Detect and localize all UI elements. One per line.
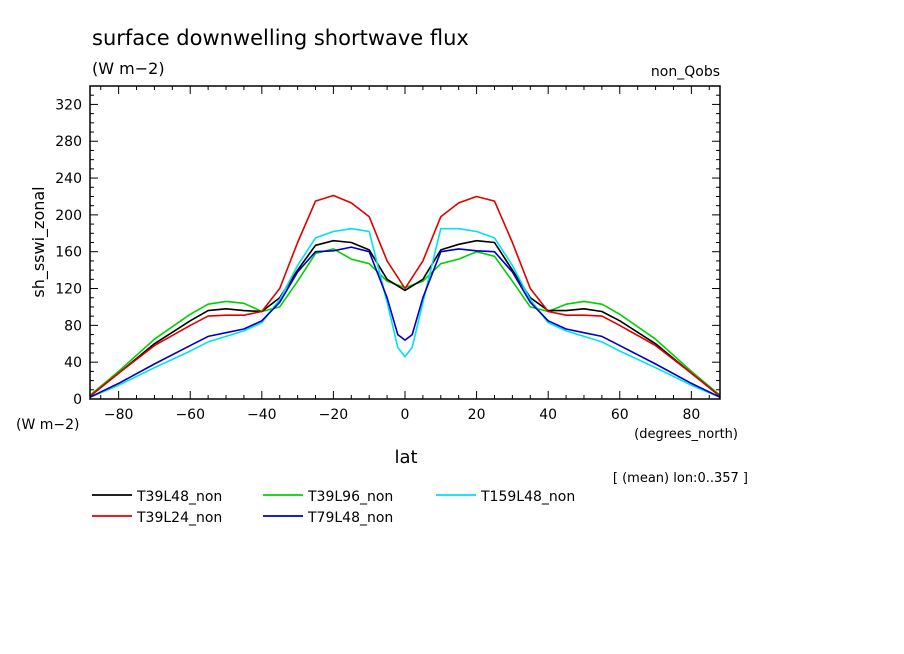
y-tick-label: 80 [64,318,82,334]
legend-label: T39L96_non [307,489,393,505]
top-right-label: non_Qobs [651,64,720,80]
y-tick-label: 240 [55,171,82,187]
x-tick-label: 60 [611,407,629,423]
legend-label: T159L48_non [480,489,575,505]
legend: T39L48_non T39L24_non T39L96_non T79L48_non… [92,489,575,526]
y-axis-label: sh_sswi_zonal [29,186,49,297]
x-units-label: (degrees_north) [634,427,738,442]
x-tick-label: 0 [401,407,410,423]
series-line-T159L48_non [89,227,721,398]
legend-label: T79L48_non [307,510,393,526]
x-tick-label: −60 [175,407,205,423]
y-tick-label: 40 [64,355,82,371]
x-tick-label: −20 [319,407,349,423]
chart-title: surface downwelling shortwave flux [92,26,469,50]
y-tick-label: 320 [55,97,82,113]
x-tick-label: −40 [247,407,277,423]
mean-note: [ (mean) lon:0..357 ] [613,471,748,486]
x-tick-labels: −80 −60 −40 −20 0 20 40 60 80 [104,407,700,423]
series-line-T39L96_non [89,248,721,396]
x-tick-label: 80 [682,407,700,423]
series-line-T39L24_non [89,194,721,397]
y-tick-label: 0 [73,392,82,408]
y-tick-label: 280 [55,134,82,150]
y-tick-label: 160 [55,245,82,261]
legend-label: T39L48_non [136,489,222,505]
y-tick-label: 120 [55,282,82,298]
y-tick-labels: 0 40 80 120 160 200 240 280 320 [55,97,82,408]
series-line-T39L48_non [89,239,721,397]
x-tick-label: −80 [104,407,134,423]
x-tick-label: 40 [539,407,557,423]
x-axis-label: lat [394,447,417,468]
x-tick-label: 20 [468,407,486,423]
ticks-layer [90,85,720,399]
series-layer [89,194,721,398]
series-line-T79L48_non [89,246,721,398]
units-label: (W m−2) [92,59,165,78]
plot-frame [89,85,721,400]
legend-label: T39L24_non [136,510,222,526]
y-units-label: (W m−2) [16,417,80,433]
y-tick-label: 200 [55,208,82,224]
